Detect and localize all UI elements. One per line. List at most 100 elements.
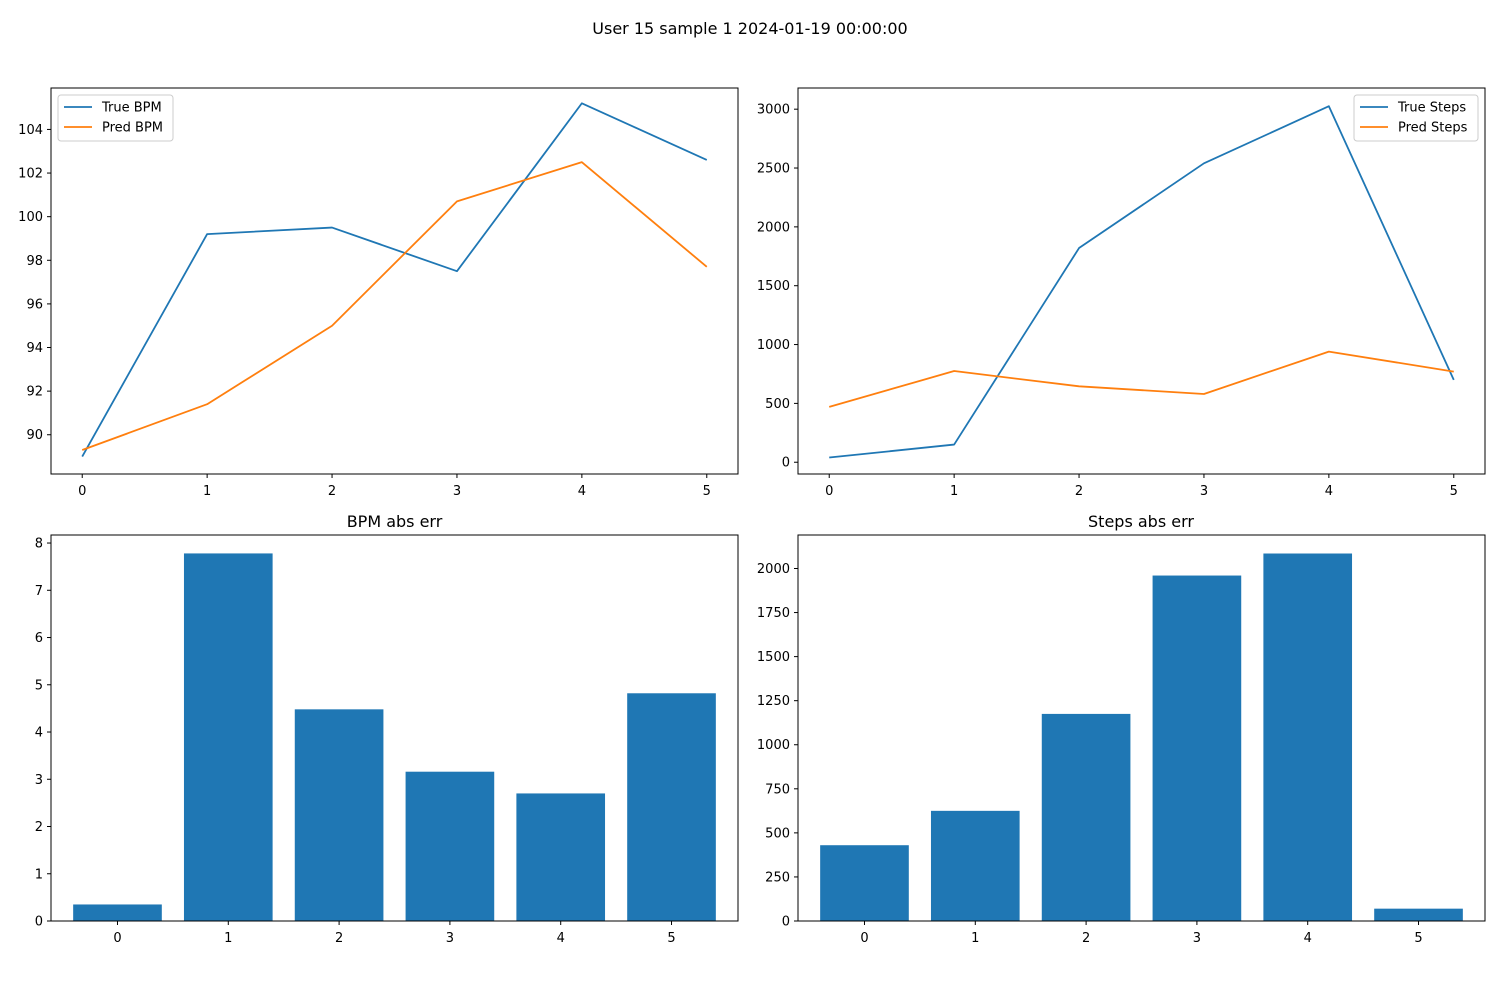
y-tick: 2000 xyxy=(757,562,798,577)
y-tick-label: 1500 xyxy=(757,650,790,665)
y-tick-label: 2500 xyxy=(757,162,790,177)
x-tick-label: 5 xyxy=(703,484,711,499)
y-tick: 1500 xyxy=(757,650,798,665)
axes-frame xyxy=(797,534,1486,922)
bar-4 xyxy=(1263,553,1353,921)
legend-label: Pred BPM xyxy=(102,121,163,136)
x-tick: 5 xyxy=(1414,921,1423,946)
y-tick-label: 5 xyxy=(35,678,43,693)
steps-abs-err-bar-chart: Steps abs err 02505007501000125015001750… xyxy=(757,512,1486,946)
x-tick-label: 0 xyxy=(78,484,86,499)
y-tick: 0 xyxy=(35,915,51,930)
y-tick: 500 xyxy=(765,397,798,412)
y-tick-label: 0 xyxy=(782,915,790,930)
y-tick-label: 8 xyxy=(35,537,43,552)
x-tick-label: 3 xyxy=(1193,931,1201,946)
true-series-line xyxy=(829,105,1455,459)
x-tick: 4 xyxy=(557,921,565,946)
x-tick-label: 1 xyxy=(971,931,979,946)
y-tick-label: 6 xyxy=(35,631,43,646)
x-tick: 2 xyxy=(1075,474,1083,499)
y-tick: 0 xyxy=(782,456,798,471)
y-tick: 102 xyxy=(18,167,51,182)
bar-5 xyxy=(1374,908,1463,921)
y-tick-label: 250 xyxy=(765,870,790,885)
figure-title: User 15 sample 1 2024-01-19 00:00:00 xyxy=(592,19,907,38)
y-tick-label: 2000 xyxy=(757,220,790,235)
y-tick-label: 90 xyxy=(26,428,43,443)
x-tick: 0 xyxy=(78,474,86,499)
x-tick: 3 xyxy=(446,921,454,946)
x-tick: 3 xyxy=(1200,474,1208,499)
y-tick: 104 xyxy=(18,123,51,138)
y-tick-label: 1000 xyxy=(757,738,790,753)
x-tick-label: 2 xyxy=(1075,484,1083,499)
bar-3 xyxy=(405,771,495,921)
y-tick-label: 750 xyxy=(765,782,790,797)
bar-3 xyxy=(1152,575,1242,921)
x-tick: 0 xyxy=(825,474,833,499)
y-tick-label: 1250 xyxy=(757,694,790,709)
x-tick: 0 xyxy=(860,921,869,946)
x-tick: 1 xyxy=(224,921,232,946)
x-tick: 4 xyxy=(1325,474,1333,499)
x-tick: 4 xyxy=(578,474,586,499)
y-tick: 1250 xyxy=(757,694,798,709)
legend-label: True Steps xyxy=(1397,101,1466,116)
bar-5 xyxy=(627,693,716,921)
bpm-abs-err-title: BPM abs err xyxy=(347,512,443,531)
x-tick-label: 2 xyxy=(328,484,336,499)
x-tick-label: 2 xyxy=(1082,931,1090,946)
y-tick: 500 xyxy=(765,826,798,841)
y-tick-label: 102 xyxy=(18,167,43,182)
y-tick: 96 xyxy=(26,297,51,312)
bpm-abs-err-bar-chart: BPM abs err 0 1 2 3 4 5 6 7 8 0 1 2 3 4 5 xyxy=(35,512,739,946)
y-tick: 1750 xyxy=(757,606,798,621)
y-tick-label: 1750 xyxy=(757,606,790,621)
x-tick: 5 xyxy=(667,921,676,946)
x-tick-label: 4 xyxy=(557,931,565,946)
y-tick-label: 4 xyxy=(35,726,43,741)
x-tick-label: 2 xyxy=(335,931,343,946)
x-tick: 2 xyxy=(1082,921,1090,946)
y-tick-label: 1 xyxy=(35,867,43,882)
y-tick: 2000 xyxy=(757,220,798,235)
x-tick: 3 xyxy=(1193,921,1201,946)
y-tick: 1 xyxy=(35,867,51,882)
y-tick: 7 xyxy=(35,584,51,599)
pred-series-line xyxy=(81,161,708,451)
y-tick: 3 xyxy=(35,773,51,788)
x-tick: 0 xyxy=(113,921,122,946)
y-tick-label: 94 xyxy=(26,341,43,356)
y-tick-label: 7 xyxy=(35,584,43,599)
y-tick-label: 0 xyxy=(782,456,790,471)
y-tick: 92 xyxy=(26,385,51,400)
y-tick: 5 xyxy=(35,678,51,693)
x-tick: 3 xyxy=(453,474,461,499)
steps-abs-err-title: Steps abs err xyxy=(1088,512,1194,531)
y-tick: 94 xyxy=(26,341,51,356)
legend-label: Pred Steps xyxy=(1398,121,1468,136)
x-tick-label: 0 xyxy=(860,931,868,946)
x-tick: 1 xyxy=(971,921,979,946)
x-tick: 1 xyxy=(950,474,958,499)
axes-frame xyxy=(50,87,739,475)
x-tick-label: 4 xyxy=(1325,484,1333,499)
y-tick: 3000 xyxy=(757,103,798,118)
legend: True Steps Pred Steps xyxy=(1353,94,1479,142)
bar-0 xyxy=(73,904,162,921)
axes-frame xyxy=(797,87,1486,475)
y-tick: 250 xyxy=(765,870,798,885)
y-tick-label: 100 xyxy=(18,210,43,225)
axes-frame xyxy=(50,534,739,922)
x-tick: 5 xyxy=(1450,474,1458,499)
bar-2 xyxy=(1041,713,1131,921)
bpm-line-chart: 90 92 94 96 98 100 102 104 0 1 2 3 4 5 True BPM Pred BP… xyxy=(18,87,739,499)
y-tick-label: 2 xyxy=(35,820,43,835)
y-tick-label: 1000 xyxy=(757,338,790,353)
y-tick-label: 500 xyxy=(765,397,790,412)
y-tick-label: 3000 xyxy=(757,103,790,118)
y-tick: 90 xyxy=(26,428,51,443)
x-tick-label: 1 xyxy=(950,484,958,499)
